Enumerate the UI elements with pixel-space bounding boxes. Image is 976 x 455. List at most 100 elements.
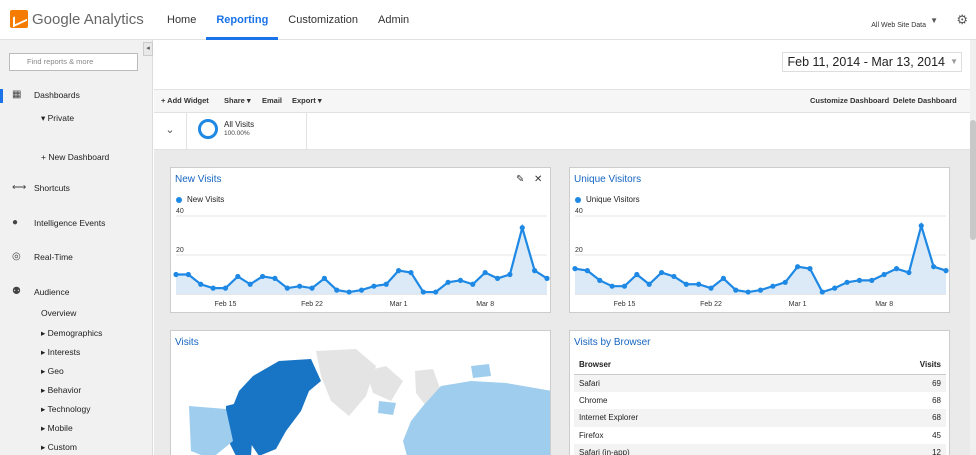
sidebar-item-private[interactable]: ▾ Private <box>41 113 74 124</box>
data-point <box>507 272 512 277</box>
sidebar-sub-overview[interactable]: Overview <box>41 308 76 318</box>
cell-browser: Chrome <box>574 392 830 410</box>
add-widget-button[interactable]: + Add Widget <box>161 96 209 105</box>
sidebar-sub-technology[interactable]: ▸ Technology <box>41 404 90 415</box>
export-button[interactable]: Export ▾ <box>292 96 322 105</box>
new-dashboard-link[interactable]: + New Dashboard <box>41 152 109 162</box>
email-button[interactable]: Email <box>262 96 282 105</box>
data-point <box>322 276 327 281</box>
sidebar-item-shortcuts[interactable]: ⟷ Shortcuts <box>0 182 153 196</box>
data-point <box>396 268 401 273</box>
caret-down-icon[interactable]: ▼ <box>930 16 938 25</box>
tab-admin[interactable]: Admin <box>368 0 419 40</box>
segment-row: ⌄ All Visits 100.00% <box>154 113 970 150</box>
analytics-logo-icon <box>10 10 28 28</box>
visits-map-widget: Visits <box>170 330 551 455</box>
sidebar-item-label: Real-Time <box>34 252 73 262</box>
sidebar-sub-behavior[interactable]: ▸ Behavior <box>41 385 81 396</box>
data-point <box>721 276 726 281</box>
tab-home[interactable]: Home <box>157 0 206 40</box>
sidebar-item-label: Shortcuts <box>34 183 70 193</box>
world-map[interactable] <box>171 331 551 455</box>
arrows-icon: ⟷ <box>12 182 26 193</box>
map-region-siberia-island <box>471 364 491 378</box>
series-area <box>575 226 946 294</box>
chevron-down-icon[interactable]: ⌄ <box>154 113 187 149</box>
lightbulb-icon: ● <box>12 217 18 228</box>
grid-icon: ▦ <box>12 89 21 100</box>
sidebar-item-dashboards[interactable]: ▦ Dashboards <box>0 89 153 103</box>
table-row[interactable]: Safari (in-app) 12 <box>574 444 946 455</box>
browser-table: Browser Visits Safari 69 Chrome 68 Inter… <box>574 356 946 455</box>
sidebar-sub-demographics[interactable]: ▸ Demographics <box>41 328 102 339</box>
sidebar-item-intelligence[interactable]: ● Intelligence Events <box>0 217 153 231</box>
main-content: Feb 11, 2014 - Mar 13, 2014 ▼ + Add Widg… <box>154 40 970 455</box>
data-point <box>943 268 948 273</box>
data-point <box>659 270 664 275</box>
data-point <box>585 268 590 273</box>
y-tick-label: 20 <box>176 247 184 254</box>
data-point <box>919 223 924 228</box>
unique-visitors-chart: 40 20 Feb 15 Feb 22 Mar 1 Mar 8 <box>570 168 951 314</box>
x-tick-label: Mar 1 <box>390 301 408 308</box>
table-row[interactable]: Firefox 45 <box>574 427 946 445</box>
data-point <box>857 278 862 283</box>
data-point <box>544 276 549 281</box>
sidebar-item-realtime[interactable]: ◎ Real-Time <box>0 251 153 265</box>
date-range-picker[interactable]: Feb 11, 2014 - Mar 13, 2014 ▼ <box>782 52 962 72</box>
tab-reporting[interactable]: Reporting <box>206 0 278 40</box>
cell-browser: Safari <box>574 374 830 392</box>
x-tick-label: Feb 22 <box>301 301 323 308</box>
data-point <box>770 284 775 289</box>
y-tick-label: 40 <box>575 208 583 215</box>
search-input[interactable]: Find reports & more <box>9 53 138 71</box>
sidebar-item-label: Dashboards <box>34 90 80 100</box>
widget-title[interactable]: Visits by Browser <box>574 337 651 348</box>
collapse-sidebar-button[interactable]: ◂ <box>143 42 153 56</box>
data-point <box>384 282 389 287</box>
sidebar-sub-interests[interactable]: ▸ Interests <box>41 347 80 358</box>
table-row[interactable]: Internet Explorer 68 <box>574 409 946 427</box>
data-point <box>495 276 500 281</box>
table-row[interactable]: Chrome 68 <box>574 392 946 410</box>
data-point <box>309 286 314 291</box>
x-tick-label: Mar 1 <box>789 301 807 308</box>
sidebar-item-audience[interactable]: ⚉ Audience <box>0 286 153 300</box>
scrollbar[interactable] <box>970 40 976 455</box>
tab-customization[interactable]: Customization <box>278 0 368 40</box>
gear-icon[interactable]: ⚙ <box>956 12 968 28</box>
sidebar-sub-custom[interactable]: ▸ Custom <box>41 442 77 453</box>
sidebar-sub-geo[interactable]: ▸ Geo <box>41 366 64 377</box>
top-nav: Home Reporting Customization Admin <box>157 0 419 40</box>
cell-visits: 68 <box>830 392 946 410</box>
new-visits-widget: New Visits ✎ ✕ New Visits 40 20 Feb 15 Feb … <box>170 167 551 313</box>
delete-dashboard-button[interactable]: Delete Dashboard <box>893 96 957 105</box>
data-point <box>647 282 652 287</box>
sidebar-sub-mobile[interactable]: ▸ Mobile <box>41 423 73 434</box>
segment-card[interactable]: All Visits 100.00% <box>187 113 307 149</box>
customize-dashboard-button[interactable]: Customize Dashboard <box>810 96 889 105</box>
share-button[interactable]: Share ▾ <box>224 96 251 105</box>
data-point <box>359 288 364 293</box>
data-point <box>597 278 602 283</box>
data-point <box>421 289 426 294</box>
cell-visits: 68 <box>830 409 946 427</box>
data-point <box>260 274 265 279</box>
column-header-visits: Visits <box>830 356 946 374</box>
segment-name: All Visits <box>224 120 254 129</box>
account-selector[interactable]: All Web Site Data <box>871 22 926 29</box>
date-band: Feb 11, 2014 - Mar 13, 2014 ▼ <box>154 40 970 89</box>
x-tick-label: Mar 8 <box>476 301 494 308</box>
y-tick-label: 20 <box>575 247 583 254</box>
table-row[interactable]: Safari 69 <box>574 374 946 392</box>
data-point <box>223 286 228 291</box>
logo[interactable]: Google Analytics <box>10 10 144 28</box>
data-point <box>408 270 413 275</box>
map-region-west <box>189 406 233 455</box>
map-region-greenland <box>316 349 376 416</box>
data-point <box>931 264 936 269</box>
scrollbar-thumb[interactable] <box>970 120 976 240</box>
data-point <box>173 272 178 277</box>
map-region-europe <box>366 366 403 401</box>
cell-browser: Internet Explorer <box>574 409 830 427</box>
